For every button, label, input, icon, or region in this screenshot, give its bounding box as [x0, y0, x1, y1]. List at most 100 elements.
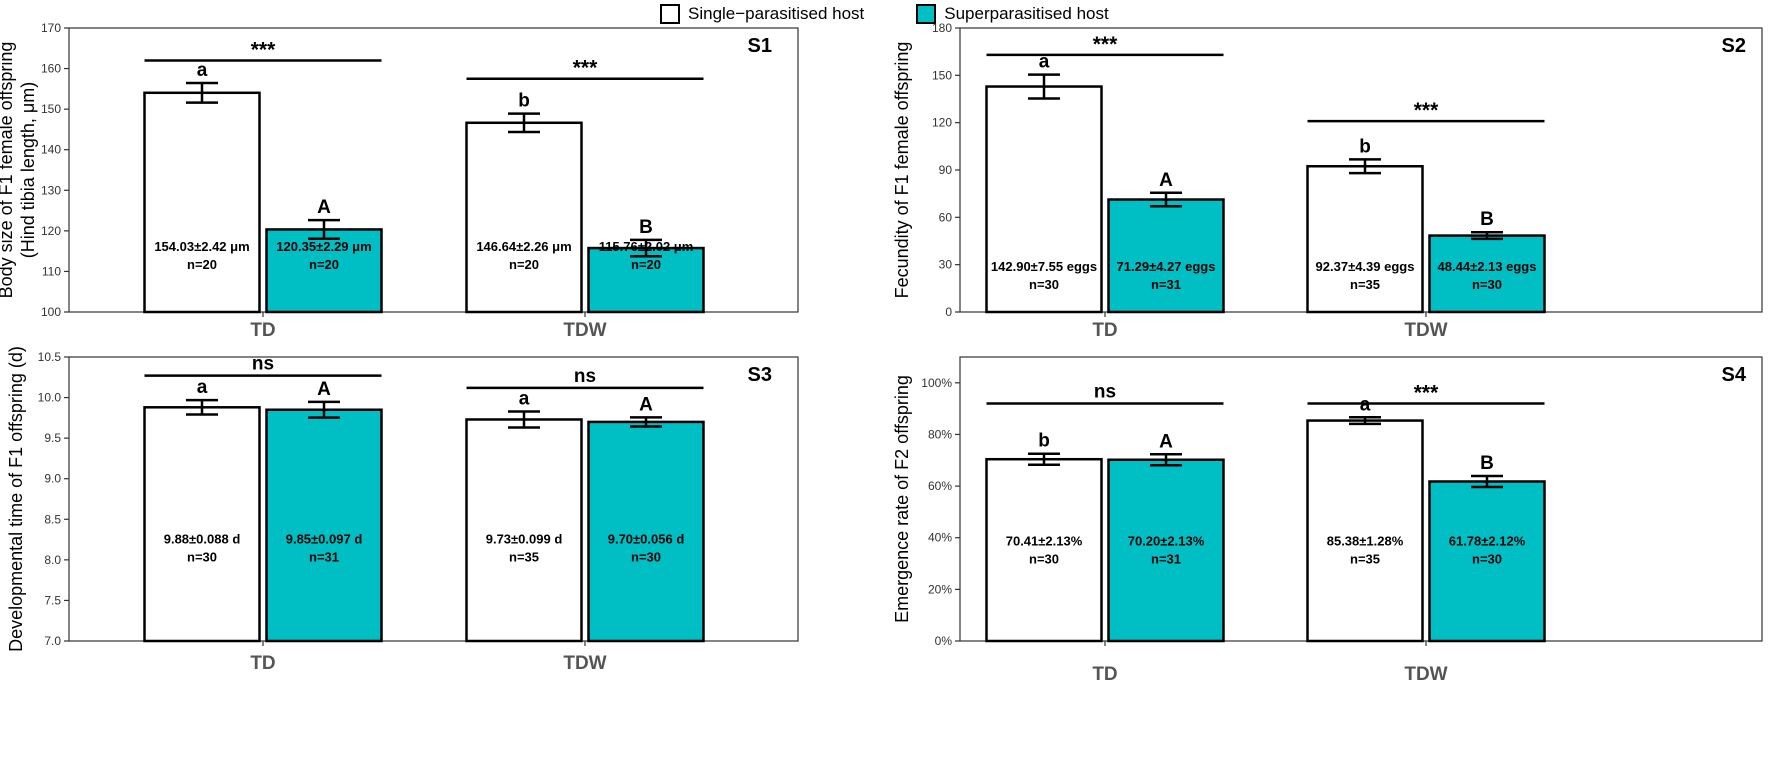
significance-label: ***: [251, 38, 276, 61]
legend: Single−parasitised host Superparasitised…: [660, 0, 1161, 28]
y-tick-label: 150: [932, 68, 952, 82]
significance-letter: A: [639, 394, 653, 415]
y-tick-label: 20%: [928, 582, 952, 596]
significance-letter: b: [1038, 431, 1050, 452]
data-label: 146.64±2.26 μm: [476, 239, 571, 254]
plot-frame: [68, 27, 799, 313]
panel-label: S4: [1722, 364, 1747, 386]
x-tick-label: TDW: [1404, 664, 1447, 685]
y-axis-label: Body size of F1 female offspring: [0, 42, 16, 299]
y-tick-label: 8.0: [44, 553, 61, 567]
significance-letter: a: [519, 388, 530, 409]
x-tick-label: TDW: [1404, 320, 1447, 341]
bar: [985, 457, 1103, 643]
sample-size-label: n=30: [1472, 277, 1502, 292]
sample-size-label: n=35: [1350, 551, 1380, 566]
y-tick-label: 10.5: [38, 350, 62, 364]
data-label: 9.85±0.097 d: [286, 532, 363, 547]
sample-size-label: n=20: [309, 257, 339, 272]
x-tick-label: TD: [1092, 664, 1117, 685]
bar: [265, 408, 383, 643]
sample-size-label: n=30: [1029, 551, 1059, 566]
y-tick-label: 100: [41, 305, 61, 319]
panel-label: S1: [748, 35, 772, 57]
y-tick-label: 30: [939, 258, 953, 272]
bar: [143, 91, 261, 314]
significance-letter: A: [317, 197, 331, 218]
significance-letter: b: [1359, 136, 1371, 157]
significance-letter: a: [1360, 394, 1371, 415]
bar: [1428, 234, 1546, 314]
y-tick-label: 120: [41, 224, 61, 238]
bar: [1306, 419, 1424, 643]
sample-size-label: n=35: [509, 550, 539, 565]
bar: [465, 121, 583, 314]
chart-s4: 0% 20% 40% 60% 80% 100% Emergence rate of F2 o…: [892, 356, 1763, 685]
y-tick-label: 0: [945, 305, 952, 319]
bar: [985, 85, 1103, 314]
sample-size-label: n=31: [1151, 551, 1181, 566]
bar: [143, 406, 261, 643]
legend-item-single: Single−parasitised host: [660, 4, 864, 24]
panel-label: S3: [748, 364, 772, 386]
chart-s3: 7.0 7.5 8.0 8.5 9.0 9.5 10.0 10.5 Developmental …: [6, 346, 799, 674]
y-axis-label: Fecundity of F1 female offspring: [892, 42, 912, 299]
significance-letter: B: [1480, 453, 1494, 474]
data-label: 9.88±0.088 d: [164, 532, 241, 547]
data-label: 61.78±2.12%: [1449, 533, 1526, 548]
y-tick-label: 110: [42, 264, 61, 278]
y-tick-label: 180: [932, 21, 952, 35]
y-tick-label: 100%: [921, 376, 952, 390]
significance-letter: B: [639, 217, 653, 238]
chart-s1: 100 110 120 130 140 150 160 170 Body size of F1 …: [0, 21, 799, 341]
y-axis-label: (Hind tibia length, μm): [18, 82, 38, 258]
data-label: 9.73±0.099 d: [486, 532, 563, 547]
data-label: 154.03±2.42 μm: [154, 239, 249, 254]
y-tick-label: 9.0: [44, 472, 61, 486]
chart-s2: 0 30 60 90 120 150 180 Fecundity of F1 female o…: [892, 21, 1763, 341]
legend-label-super: Superparasitised host: [944, 4, 1109, 23]
bar: [587, 420, 705, 643]
significance-letter: A: [317, 379, 331, 400]
bar: [465, 418, 583, 643]
significance-letter: a: [1039, 52, 1050, 73]
bar: [1107, 198, 1225, 314]
significance-label: ***: [573, 57, 598, 80]
bar: [265, 228, 383, 314]
x-tick-label: TD: [250, 320, 275, 341]
y-tick-label: 160: [41, 62, 61, 76]
data-label: 71.29±4.27 eggs: [1117, 259, 1216, 274]
sample-size-label: n=20: [187, 257, 217, 272]
data-label: 120.35±2.29 μm: [276, 239, 371, 254]
sample-size-label: n=35: [1350, 277, 1380, 292]
legend-swatch-single: [660, 4, 680, 24]
x-tick-label: TDW: [563, 320, 606, 341]
data-label: 142.90±7.55 eggs: [991, 259, 1097, 274]
y-tick-label: 9.5: [44, 431, 61, 445]
significance-label: ***: [1093, 33, 1118, 56]
x-tick-label: TD: [250, 653, 275, 674]
plot-frame: [68, 356, 799, 642]
significance-letter: a: [197, 60, 208, 81]
y-tick-label: 80%: [928, 427, 952, 441]
sample-size-label: n=30: [187, 550, 217, 565]
significance-letter: B: [1480, 209, 1494, 230]
legend-item-super: Superparasitised host: [916, 4, 1109, 24]
significance-letter: a: [197, 377, 208, 398]
y-tick-label: 150: [41, 102, 61, 116]
data-label: 70.41±2.13%: [1006, 533, 1083, 548]
data-label: 92.37±4.39 eggs: [1316, 259, 1415, 274]
legend-label-single: Single−parasitised host: [688, 4, 865, 23]
y-tick-label: 90: [939, 163, 953, 177]
significance-label: ns: [574, 366, 596, 387]
significance-label: ns: [252, 354, 274, 375]
data-label: 9.70±0.056 d: [608, 532, 685, 547]
sample-size-label: n=20: [509, 257, 539, 272]
data-label: 70.20±2.13%: [1128, 533, 1205, 548]
y-tick-label: 60%: [928, 479, 952, 493]
bar: [1306, 165, 1424, 314]
y-tick-label: 8.5: [44, 512, 61, 526]
y-tick-label: 130: [41, 183, 61, 197]
y-tick-label: 7.5: [44, 593, 61, 607]
